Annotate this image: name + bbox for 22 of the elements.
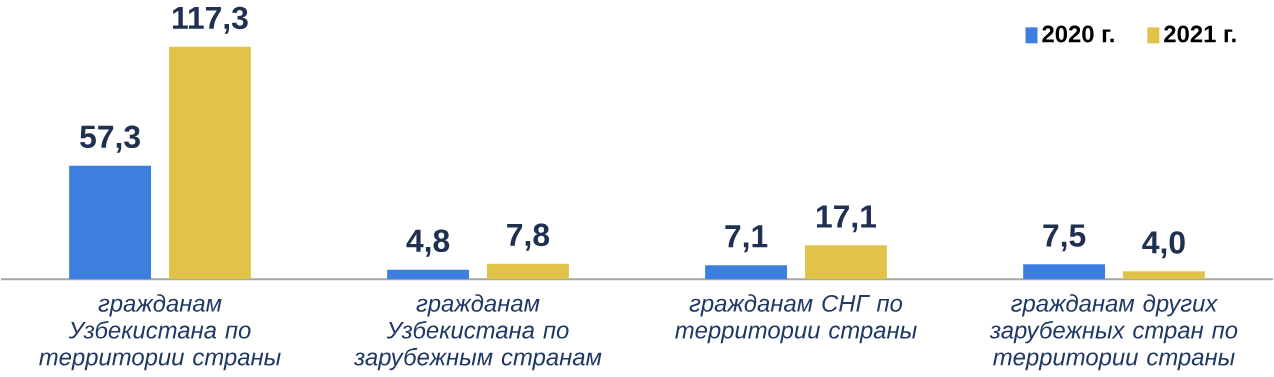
data-label: 7,1 [725,225,768,253]
bar [487,263,569,280]
data-label: 17,1 [816,205,877,233]
bar [387,269,470,280]
data-label: 7,5 [1043,224,1086,252]
x-tick-label: гражданам Узбекистана по зарубежным странам [353,294,602,371]
bar [1023,264,1106,280]
bar [705,265,788,280]
legend-label: 2021 г. [1164,25,1236,43]
x-tick-label: гражданам СНГ по территории страны [675,294,917,344]
data-label: 4,8 [406,229,450,257]
data-label: 117,3 [172,6,248,34]
data-label: 7,8 [507,223,550,251]
bar [804,245,887,280]
bar [169,46,251,280]
data-label: 57,3 [80,125,140,153]
bar [69,165,152,280]
legend-label: 2020 г. [1042,25,1114,43]
x-tick-label: гражданам Узбекистана по территории страны [39,294,281,371]
bar [1123,271,1205,280]
x-tick-label: гражданам других зарубежных стран по территории страны [989,294,1238,371]
data-label: 4,0 [1142,231,1185,259]
